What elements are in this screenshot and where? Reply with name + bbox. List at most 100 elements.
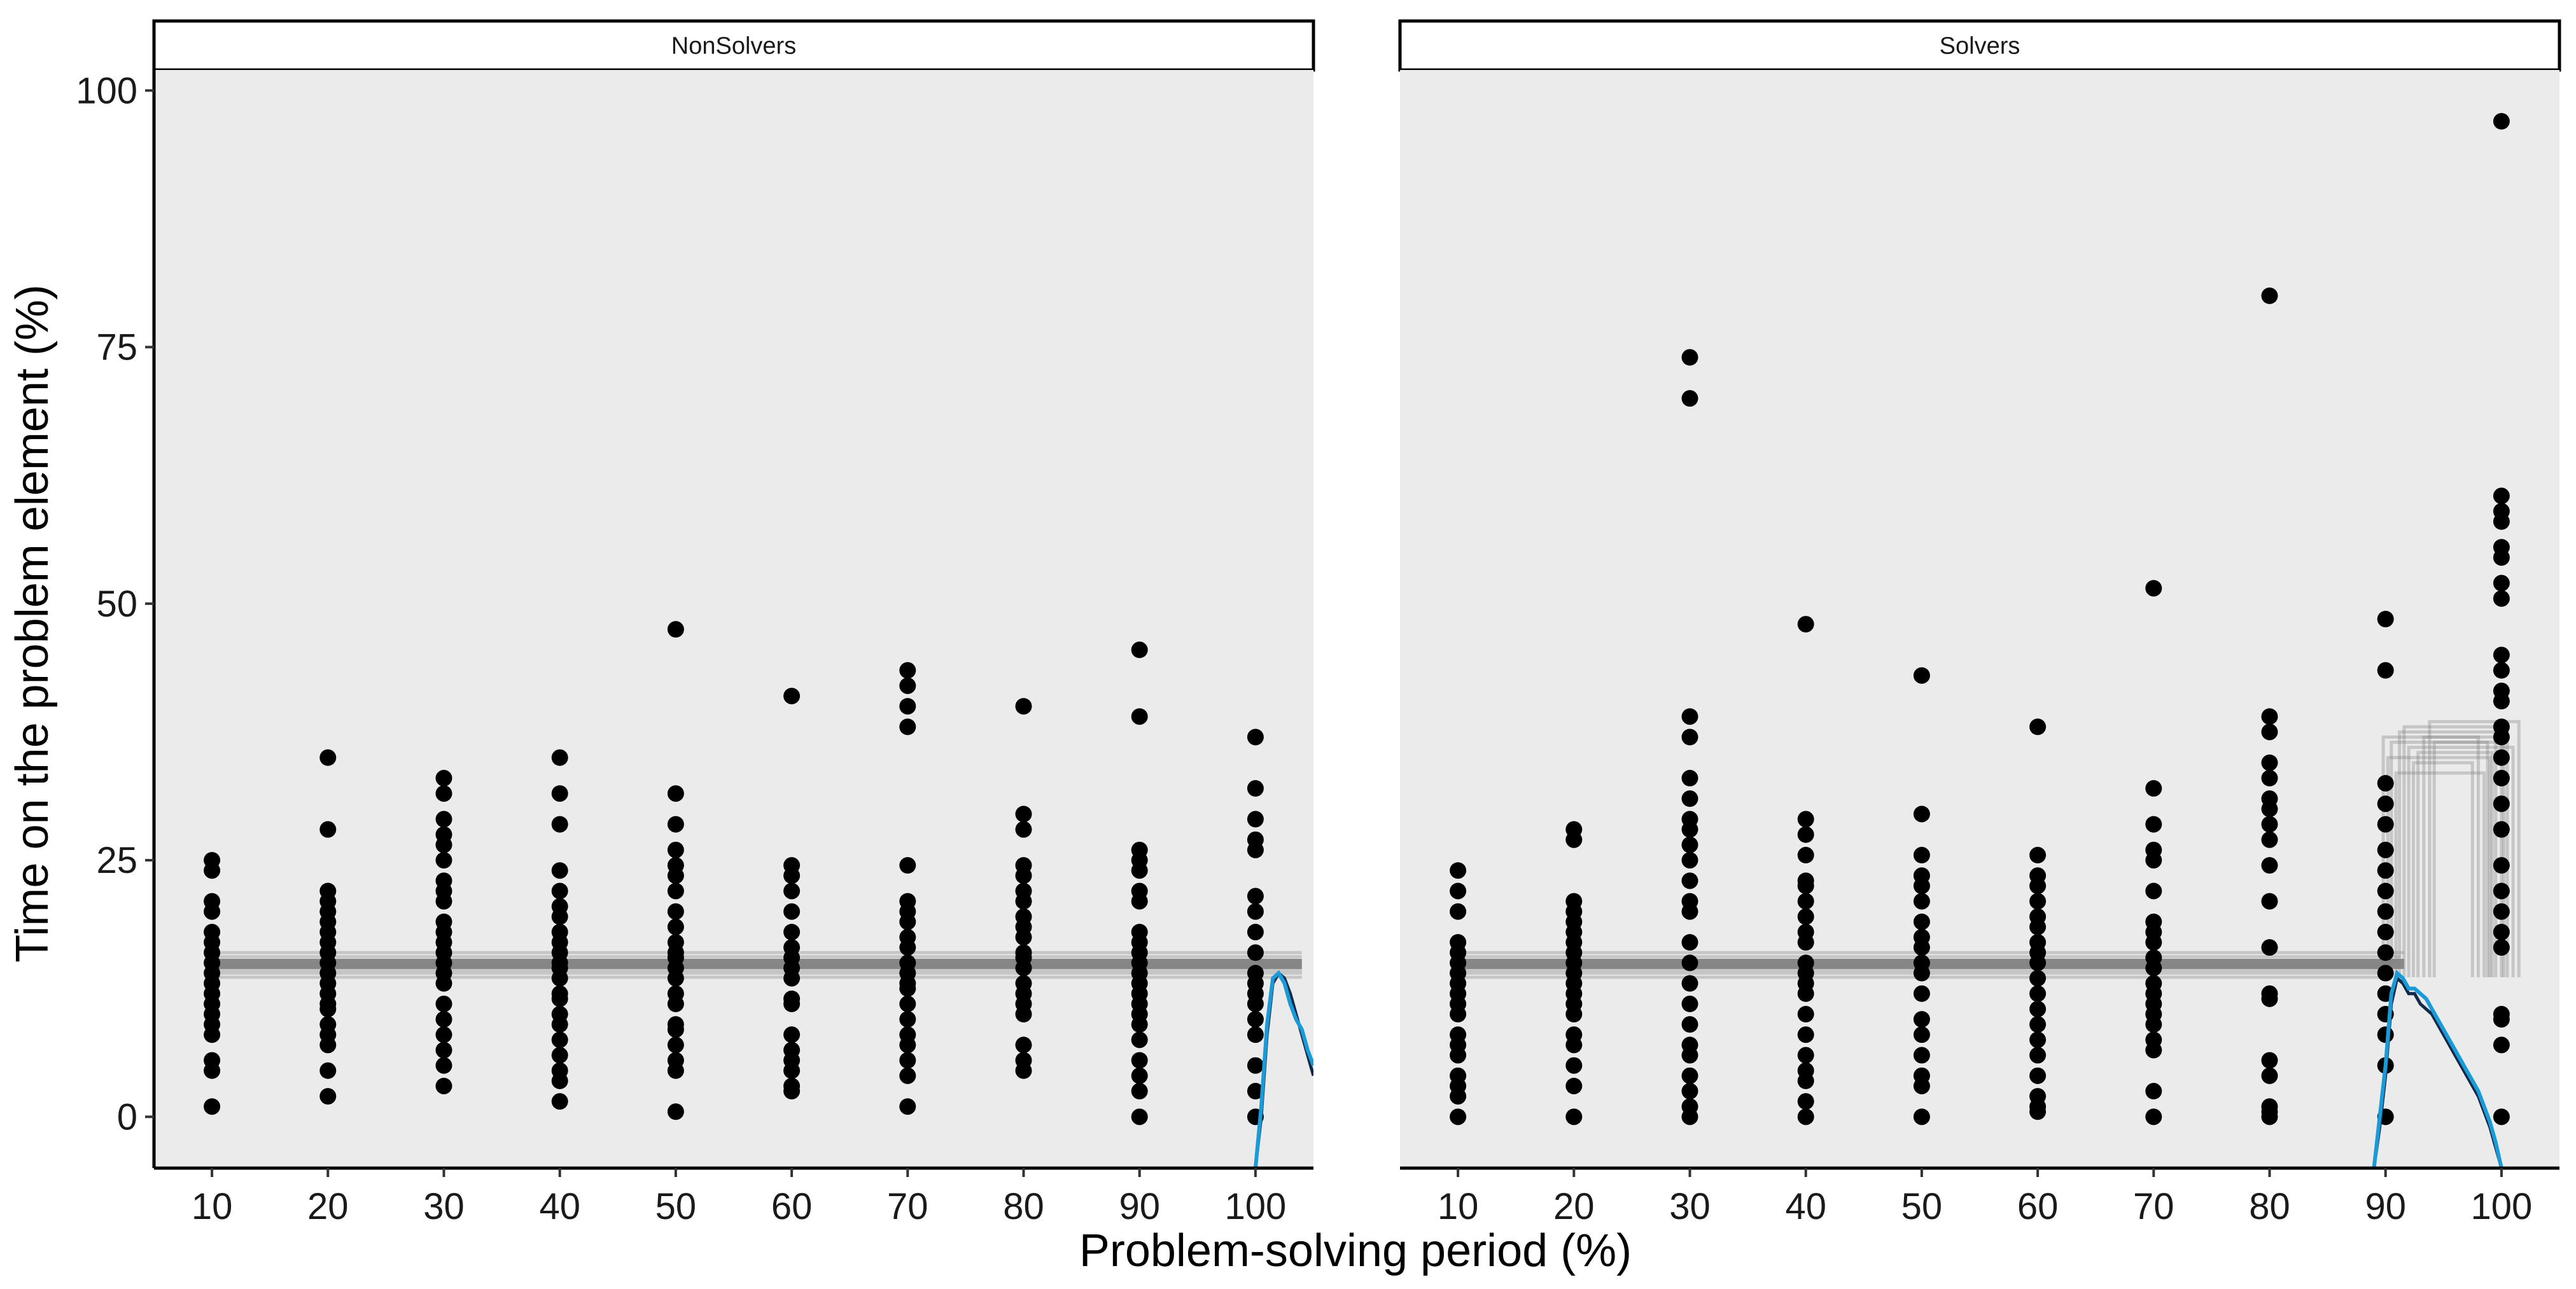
data-point — [899, 929, 916, 946]
data-point — [667, 1103, 684, 1120]
data-point — [1565, 821, 1583, 838]
data-point — [2377, 662, 2394, 679]
data-point — [2493, 646, 2510, 664]
data-point — [783, 857, 801, 874]
x-tick-label: 40 — [1785, 1186, 1826, 1227]
data-point — [1681, 995, 1698, 1012]
data-point — [551, 1047, 568, 1064]
data-point — [899, 995, 916, 1012]
data-point — [2493, 939, 2510, 956]
data-point — [783, 903, 801, 920]
data-point — [2145, 780, 2162, 797]
data-point — [1131, 1067, 1148, 1084]
data-point — [1681, 1083, 1698, 1100]
data-point — [1913, 805, 1930, 823]
data-point — [1131, 1031, 1148, 1049]
data-point — [319, 749, 337, 766]
x-tick-label: 100 — [2471, 1186, 2533, 1227]
x-tick-label: 60 — [2017, 1186, 2059, 1227]
data-point — [2145, 913, 2162, 930]
data-point — [1131, 1052, 1148, 1069]
data-point — [1131, 641, 1148, 658]
data-point — [1131, 1083, 1148, 1100]
data-point — [204, 1052, 221, 1069]
data-point — [2261, 816, 2278, 833]
data-point — [1797, 954, 1814, 972]
band-step — [2416, 751, 2494, 977]
data-point — [2029, 1067, 2047, 1084]
data-point — [2377, 795, 2394, 812]
data-point — [319, 1062, 337, 1079]
data-point — [2493, 503, 2510, 520]
data-point — [2493, 749, 2510, 766]
data-point — [2377, 944, 2394, 961]
data-point — [2145, 1031, 2162, 1049]
data-point — [667, 785, 684, 802]
facet-panel-solvers: Solvers 10 20 30 40 50 60 70 80 90 100 — [1398, 19, 2561, 1227]
data-point — [1913, 1011, 1930, 1028]
data-point — [1247, 965, 1264, 982]
data-point — [783, 882, 801, 900]
band-step — [2398, 730, 2498, 977]
data-point — [2029, 985, 2047, 1002]
data-point — [1247, 923, 1264, 940]
data-point — [2493, 682, 2510, 699]
data-point — [1797, 826, 1814, 843]
data-point — [2261, 1052, 2278, 1069]
data-point — [2145, 1083, 2162, 1100]
data-point — [899, 1098, 916, 1115]
data-point — [2261, 770, 2278, 787]
density-curve-blue — [1253, 970, 1313, 1168]
data-point — [2493, 1036, 2510, 1054]
data-point — [551, 749, 568, 766]
density-curve-blue — [2372, 970, 2503, 1168]
x-tick-label: 70 — [2133, 1186, 2174, 1227]
data-point — [2377, 862, 2394, 879]
data-point — [2261, 831, 2278, 848]
plot-area — [204, 621, 1313, 1168]
data-point — [2261, 708, 2278, 725]
data-point — [551, 1031, 568, 1049]
data-point — [1131, 1108, 1148, 1125]
data-point — [1015, 1036, 1032, 1054]
data-point — [783, 687, 801, 704]
data-point — [1797, 908, 1814, 925]
data-point — [2493, 718, 2510, 735]
data-point — [1247, 831, 1264, 848]
data-point — [2493, 770, 2510, 787]
data-point — [1913, 667, 1930, 684]
data-point — [2029, 867, 2047, 884]
data-point — [2377, 1026, 2394, 1043]
x-tick-label: 50 — [1901, 1186, 1943, 1227]
data-point — [1797, 1062, 1814, 1079]
data-point — [2493, 923, 2510, 940]
data-point — [1247, 1057, 1264, 1074]
data-point — [1797, 1006, 1814, 1023]
band-step — [2428, 720, 2521, 977]
data-point — [1797, 923, 1814, 940]
data-point — [551, 862, 568, 879]
data-point — [2145, 1108, 2162, 1125]
data-point — [667, 857, 684, 874]
data-point — [2493, 857, 2510, 874]
data-point — [1565, 1057, 1583, 1074]
data-point — [2145, 882, 2162, 900]
data-point — [1015, 944, 1032, 961]
data-point — [1015, 805, 1032, 823]
data-point — [2261, 790, 2278, 807]
data-point — [2377, 775, 2394, 792]
data-point — [1913, 847, 1930, 864]
data-point — [1015, 857, 1032, 874]
data-point — [551, 882, 568, 900]
data-point — [204, 893, 221, 910]
data-point — [2377, 923, 2394, 940]
data-point — [2145, 975, 2162, 992]
data-point — [1681, 1016, 1698, 1033]
data-point — [1450, 882, 1467, 900]
data-point — [899, 893, 916, 910]
data-point — [667, 816, 684, 833]
data-point — [667, 841, 684, 858]
data-point — [551, 785, 568, 802]
y-tick-label: 50 — [96, 583, 137, 625]
